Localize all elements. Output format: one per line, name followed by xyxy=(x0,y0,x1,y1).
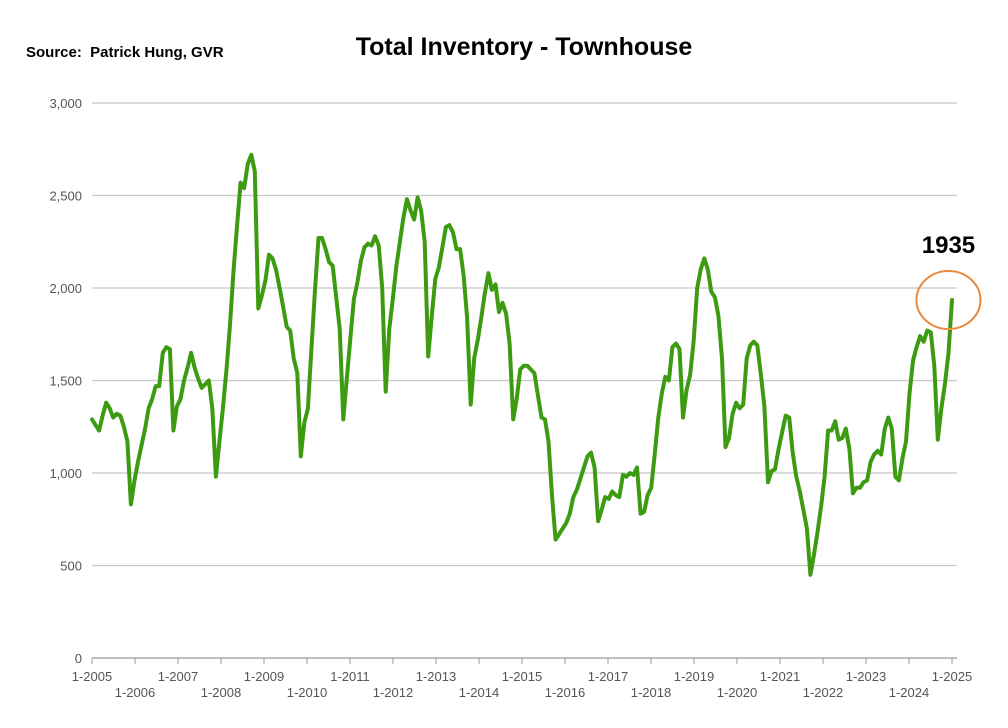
x-tick-label: 1-2025 xyxy=(932,669,972,684)
x-tick-label: 1-2011 xyxy=(330,669,370,684)
series-group xyxy=(90,152,954,577)
callout-circle xyxy=(915,270,982,331)
y-tick-label: 1,500 xyxy=(49,374,82,389)
y-tick-label: 3,000 xyxy=(49,96,82,111)
x-tick-label: 1-2018 xyxy=(631,685,671,700)
x-tick-label: 1-2013 xyxy=(416,669,456,684)
gridlines xyxy=(92,102,957,659)
x-tick-label: 1-2009 xyxy=(244,669,284,684)
y-axis-ticks: 0 500 1,000 1,500 2,000 2,500 3,000 xyxy=(49,96,82,666)
x-tick-label: 1-2007 xyxy=(158,669,198,684)
x-tick-label: 1-2010 xyxy=(287,685,327,700)
x-tick-label: 1-2014 xyxy=(459,685,499,700)
x-tick-label: 1-2023 xyxy=(846,669,886,684)
x-tick-label: 1-2020 xyxy=(717,685,757,700)
chart-title: Total Inventory - Townhouse xyxy=(355,33,693,61)
x-tick-label: 1-2019 xyxy=(674,669,714,684)
y-tick-label: 0 xyxy=(75,651,82,666)
annotation-group: 1935 xyxy=(915,232,982,331)
y-tick-label: 2,000 xyxy=(49,281,82,296)
x-tick-label: 1-2024 xyxy=(889,685,929,700)
source-label: Source: Patrick Hung, GVR xyxy=(26,44,224,61)
x-axis: 1-20051-20061-20071-20081-20091-20101-20… xyxy=(72,658,972,700)
series-line xyxy=(90,152,954,577)
y-tick-label: 1,000 xyxy=(49,466,82,481)
x-tick-label: 1-2015 xyxy=(502,669,542,684)
x-tick-label: 1-2021 xyxy=(760,669,800,684)
x-tick-label: 1-2005 xyxy=(72,669,112,684)
x-tick-label: 1-2012 xyxy=(373,685,413,700)
x-tick-label: 1-2008 xyxy=(201,685,241,700)
y-tick-label: 2,500 xyxy=(49,189,82,204)
x-tick-label: 1-2006 xyxy=(115,685,155,700)
x-tick-label: 1-2016 xyxy=(545,685,585,700)
x-tick-label: 1-2017 xyxy=(588,669,628,684)
callout-label: 1935 xyxy=(922,232,975,259)
y-tick-label: 500 xyxy=(60,559,82,574)
x-tick-label: 1-2022 xyxy=(803,685,843,700)
